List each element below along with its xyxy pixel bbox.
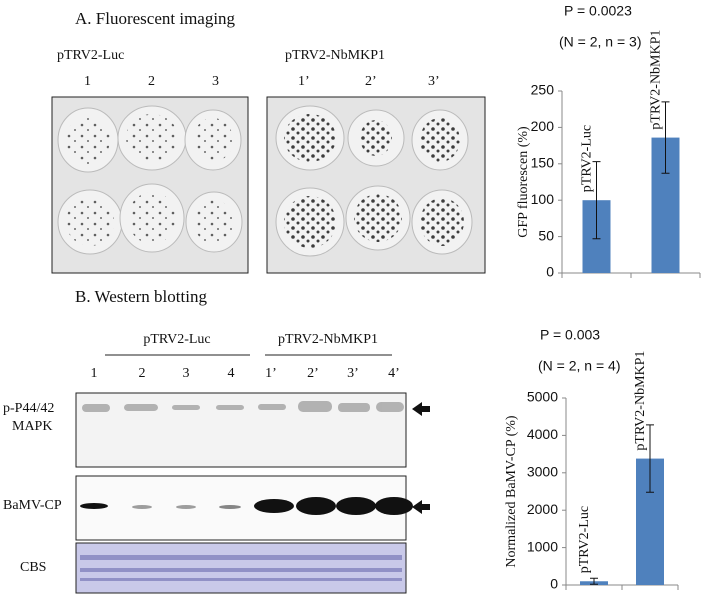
y-tick-label: 3000 bbox=[527, 464, 558, 480]
row-label: CBS bbox=[20, 560, 46, 575]
category-label: pTRV2-Luc bbox=[577, 506, 592, 573]
group-label: pTRV2-NbMKP1 bbox=[278, 332, 378, 347]
category-label: pTRV2-NbMKP1 bbox=[633, 351, 648, 451]
lane-label: 1’ bbox=[298, 74, 310, 89]
row-label: BaMV-CP bbox=[3, 498, 62, 513]
annotation: (N = 2, n = 4) bbox=[538, 358, 620, 374]
annotation: P = 0.0023 bbox=[564, 3, 632, 19]
y-tick-label: 5000 bbox=[527, 389, 558, 405]
y-tick-label: 250 bbox=[531, 82, 555, 98]
lane-label: 1 bbox=[84, 74, 91, 89]
lane-label: 2’ bbox=[365, 74, 377, 89]
y-tick-label: 200 bbox=[531, 118, 555, 134]
lane-label: 2 bbox=[148, 74, 155, 89]
lane-label: 3 bbox=[212, 74, 219, 89]
y-axis-label: Normalized BaMV-CP (%) bbox=[504, 415, 519, 567]
y-tick-label: 100 bbox=[531, 191, 555, 207]
lane-label: 3’ bbox=[428, 74, 440, 89]
lane-label: 4’ bbox=[388, 366, 400, 381]
error-bar bbox=[646, 424, 654, 493]
group-label: pTRV2-Luc bbox=[143, 332, 210, 347]
y-axis-label: GFP fluorescen (%) bbox=[516, 126, 531, 238]
lane-label: 3 bbox=[183, 366, 190, 381]
lane-label: 4 bbox=[228, 366, 235, 381]
y-tick-label: 50 bbox=[538, 227, 554, 243]
y-tick-label: 2000 bbox=[527, 501, 558, 517]
annotation: (N = 2, n = 3) bbox=[559, 34, 641, 50]
group-label: pTRV2-Luc bbox=[57, 48, 124, 63]
leaf-image bbox=[51, 96, 486, 274]
y-tick-label: 150 bbox=[531, 155, 555, 171]
row-label: p-P44/42 bbox=[3, 401, 54, 416]
lane-label: 3’ bbox=[347, 366, 359, 381]
panel-title: B. Western blotting bbox=[75, 287, 207, 306]
error-bar bbox=[592, 161, 601, 240]
annotation: P = 0.003 bbox=[540, 327, 600, 343]
category-label: pTRV2-NbMKP1 bbox=[649, 30, 664, 130]
y-tick-label: 0 bbox=[550, 576, 558, 592]
y-tick-label: 0 bbox=[546, 264, 554, 280]
y-tick-label: 4000 bbox=[527, 426, 558, 442]
panel-title: A. Fluorescent imaging bbox=[75, 9, 236, 28]
lane-label: 2 bbox=[139, 366, 146, 381]
y-tick-label: 1000 bbox=[527, 538, 558, 554]
blot-image bbox=[75, 392, 430, 594]
error-bar bbox=[590, 577, 598, 585]
group-label: pTRV2-NbMKP1 bbox=[285, 48, 385, 63]
lane-label: 2’ bbox=[307, 366, 319, 381]
row-label: MAPK bbox=[12, 419, 52, 434]
lane-label: 1 bbox=[91, 366, 98, 381]
lane-label: 1’ bbox=[265, 366, 277, 381]
error-bar bbox=[661, 101, 670, 174]
category-label: pTRV2-Luc bbox=[580, 125, 595, 192]
